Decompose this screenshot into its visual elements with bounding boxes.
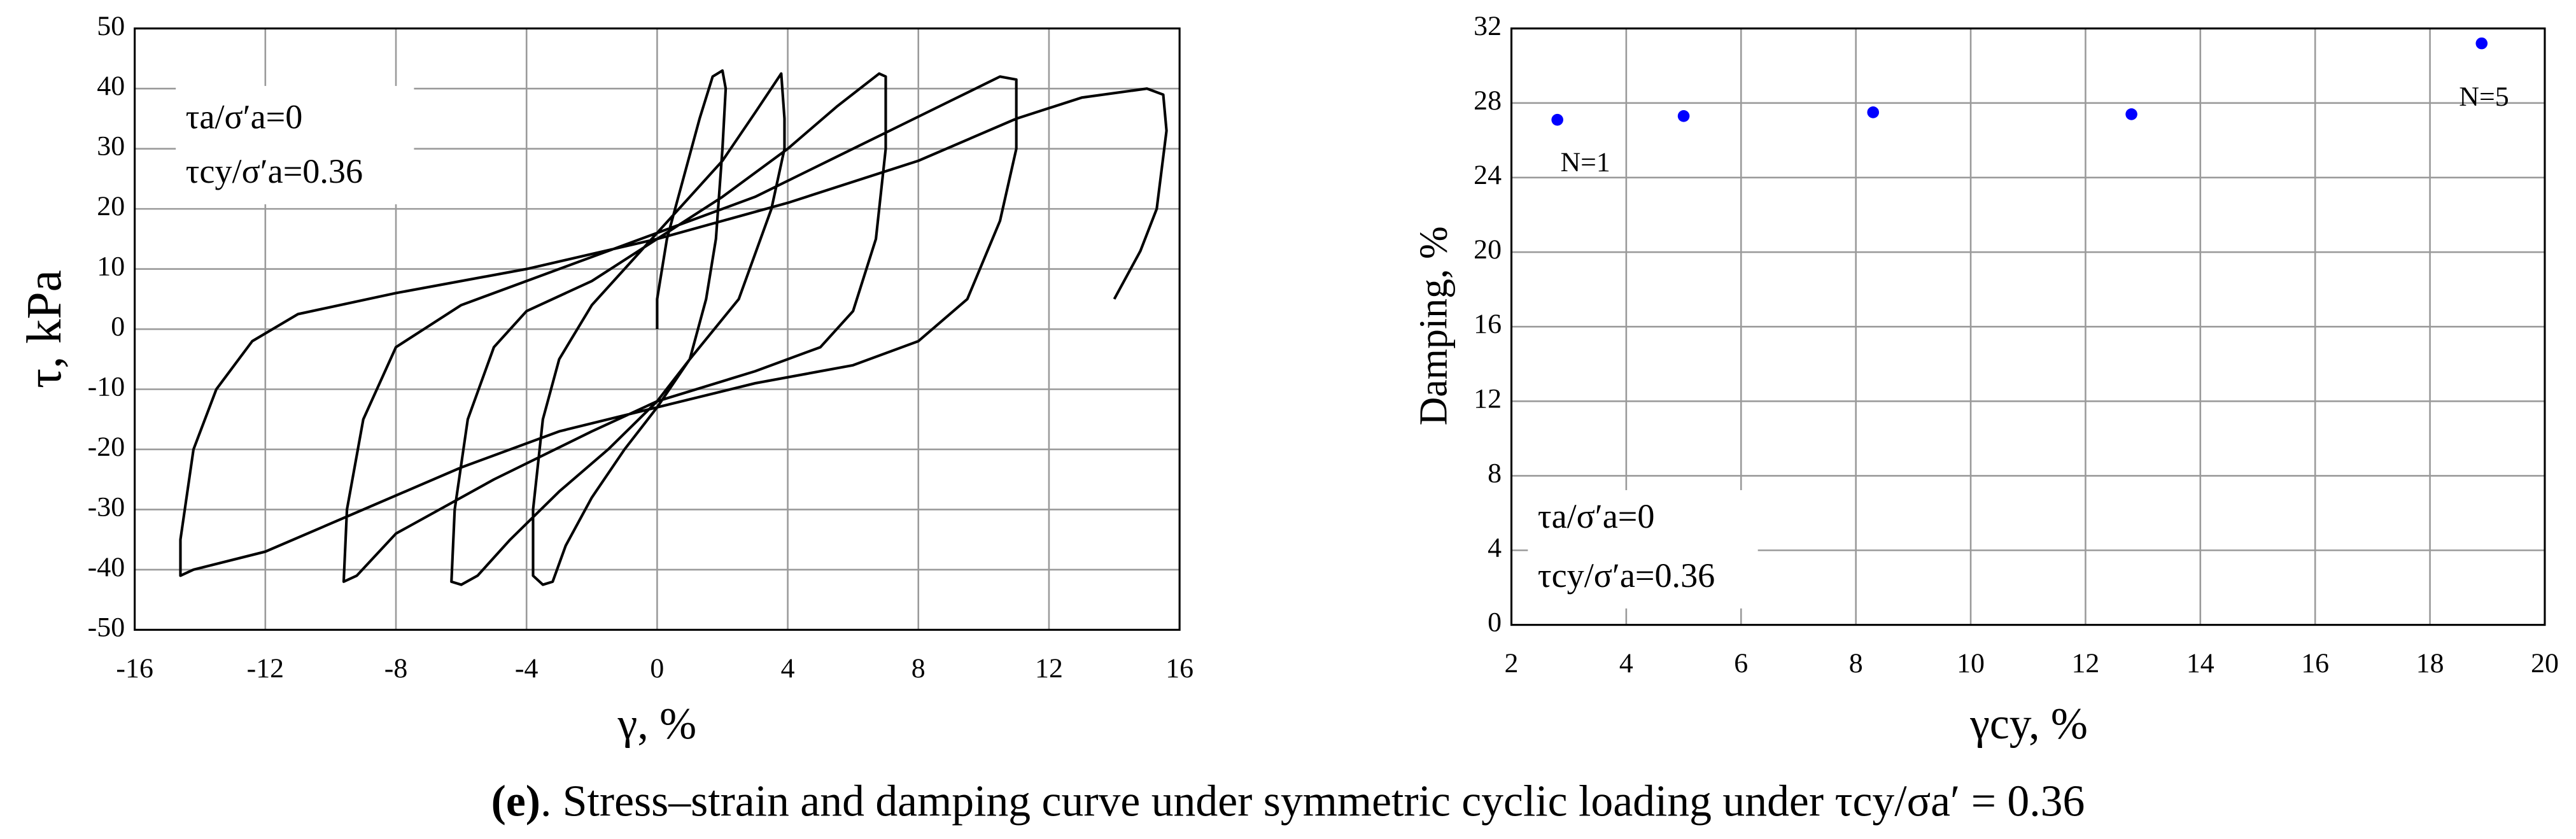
x-tick-label: -16 <box>116 653 153 684</box>
annotation: τcy/σ′a=0.36 <box>1538 556 1715 595</box>
stress-strain-curve <box>179 69 1168 586</box>
x-axis-title: γ, % <box>617 700 697 749</box>
point-label: N=1 <box>1560 147 1610 178</box>
x-tick-label: 18 <box>2416 648 2444 679</box>
plot-frame <box>134 27 1181 631</box>
x-tick-label: -12 <box>247 653 284 684</box>
caption: (e). Stress–strain and damping curve und… <box>491 777 2085 826</box>
y-tick-label: -40 <box>88 552 125 582</box>
y-tick-label: 50 <box>97 11 125 41</box>
x-tick-label: 12 <box>2072 648 2100 679</box>
x-tick-label: 2 <box>1505 648 1519 679</box>
y-tick-label: 4 <box>1488 533 1502 563</box>
y-tick-label: -50 <box>88 612 125 642</box>
y-tick-label: 8 <box>1488 458 1502 488</box>
x-tick-label: 14 <box>2186 648 2214 679</box>
annotation-box <box>1528 490 1758 609</box>
y-tick-label: 0 <box>111 311 125 342</box>
x-axis-title: γcy, % <box>1969 700 2088 749</box>
x-tick-label: 6 <box>1734 648 1748 679</box>
caption-text: . Stress–strain and damping curve under … <box>540 777 2085 826</box>
x-tick-label: 16 <box>1165 653 1193 684</box>
x-tick-label: 8 <box>1849 648 1863 679</box>
x-tick-label: 8 <box>911 653 926 684</box>
x-tick-label: 4 <box>1619 648 1633 679</box>
y-tick-label: 40 <box>97 71 125 101</box>
data-point <box>1677 110 1690 122</box>
y-tick-label: -10 <box>88 372 125 402</box>
y-tick-label: 12 <box>1474 383 1502 414</box>
y-tick-label: 20 <box>1474 234 1502 265</box>
y-tick-label: 32 <box>1474 11 1502 41</box>
x-tick-label: -4 <box>515 653 538 684</box>
y-tick-label: -30 <box>88 492 125 523</box>
annotation-box <box>176 86 414 204</box>
data-point <box>2125 108 2137 120</box>
y-tick-label: 30 <box>97 131 125 162</box>
data-point <box>1551 113 1563 126</box>
y-tick-label: 10 <box>97 251 125 282</box>
y-tick-label: 28 <box>1474 85 1502 116</box>
point-label: N=5 <box>2459 81 2509 112</box>
data-point <box>1867 106 1880 118</box>
data-point <box>2475 37 2488 50</box>
y-tick-label: 16 <box>1474 309 1502 339</box>
caption-label: (e) <box>491 777 540 826</box>
y-tick-label: 24 <box>1474 160 1502 190</box>
plot-frame <box>1510 27 2546 626</box>
y-tick-label: 20 <box>97 191 125 222</box>
y-tick-label: -20 <box>88 432 125 462</box>
x-tick-label: 0 <box>650 653 664 684</box>
y-axis-title: τ, kPa <box>17 270 71 388</box>
x-tick-label: 20 <box>2531 648 2559 679</box>
x-tick-label: 16 <box>2301 648 2329 679</box>
x-tick-label: 4 <box>781 653 795 684</box>
annotation: τa/σ′a=0 <box>186 98 303 136</box>
y-tick-label: 0 <box>1488 607 1502 638</box>
x-tick-label: -8 <box>384 653 408 684</box>
y-axis-title: Damping, % <box>1412 226 1456 425</box>
x-tick-label: 12 <box>1035 653 1063 684</box>
annotation: τa/σ′a=0 <box>1538 497 1655 535</box>
annotation: τcy/σ′a=0.36 <box>186 152 363 190</box>
x-tick-label: 10 <box>1957 648 1985 679</box>
